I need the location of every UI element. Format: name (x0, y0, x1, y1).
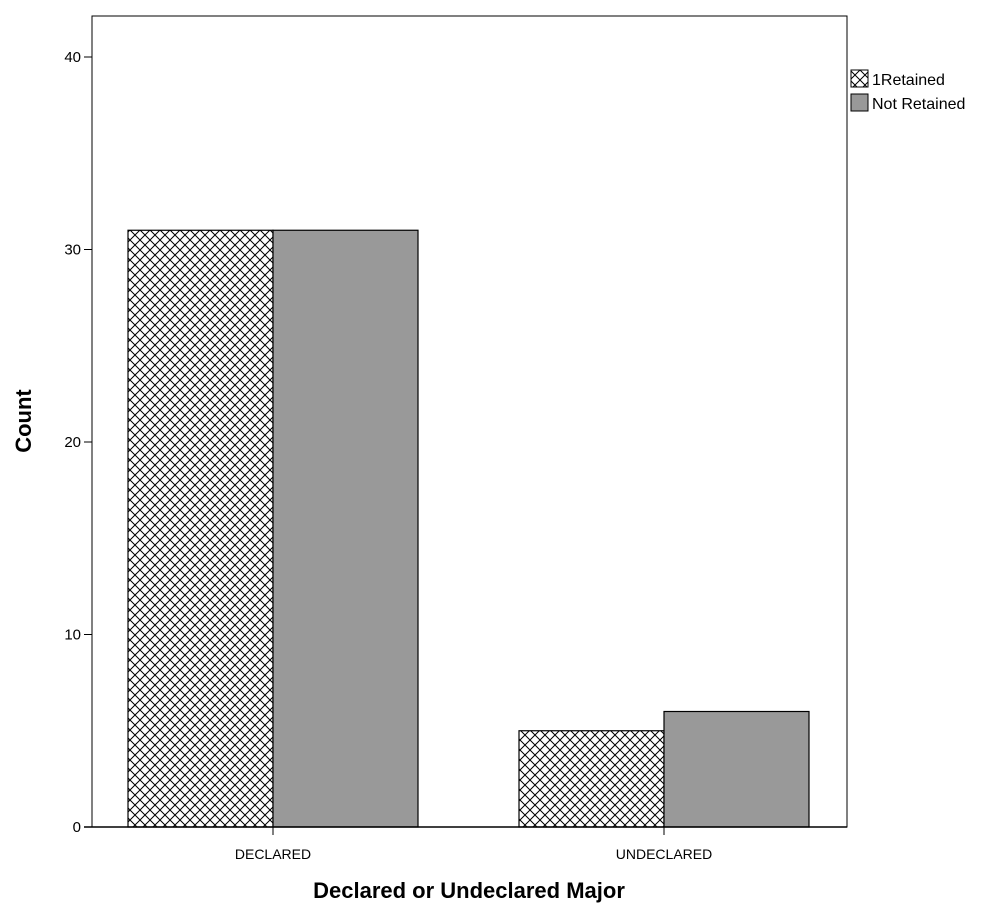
legend-label: Not Retained (872, 96, 965, 113)
y-tick-label: 30 (64, 242, 81, 259)
x-tick-label: DECLARED (235, 846, 311, 862)
bar-declared-1retained (127, 229, 274, 828)
x-axis-title: Declared or Undeclared Major (313, 878, 625, 903)
y-axis-title: Count (11, 389, 36, 453)
y-tick-label: 20 (64, 434, 81, 451)
legend-swatch (850, 69, 869, 88)
legend: 1Retained Not Retained (850, 69, 965, 113)
x-tick-label: UNDECLARED (616, 846, 712, 862)
bars-group (127, 229, 810, 828)
legend-swatch (850, 93, 869, 112)
bar-undeclared-not-retained (663, 710, 810, 828)
y-tick-label: 40 (64, 49, 81, 66)
y-tick-label: 10 (64, 627, 81, 644)
bar-undeclared-1retained (518, 730, 665, 828)
y-tick-label: 0 (73, 819, 81, 836)
y-axis: 0 10 20 30 40 (64, 49, 92, 836)
legend-label: 1Retained (872, 72, 945, 89)
bar-declared-not-retained (272, 229, 419, 828)
x-axis: DECLARED UNDECLARED (84, 826, 847, 862)
